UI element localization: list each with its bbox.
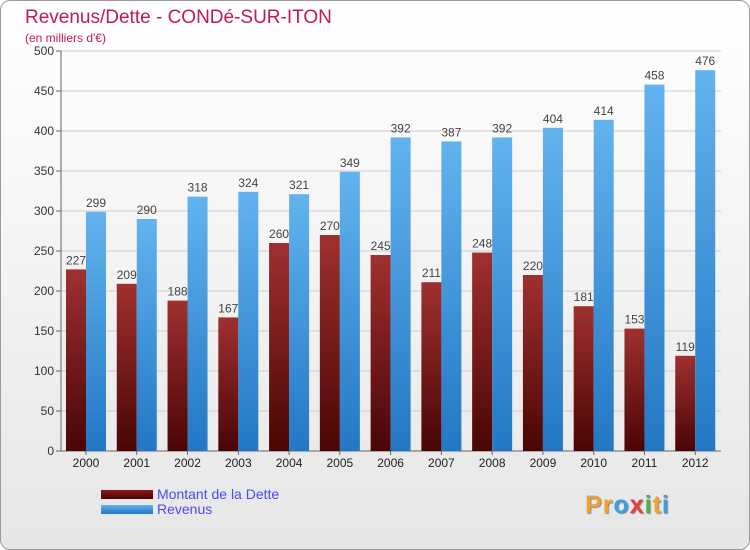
data-label-debt-2004: 260 — [269, 227, 289, 241]
bar-revenus-2000 — [86, 211, 106, 451]
chart-title: Revenus/Dette - CONDé-SUR-ITON — [25, 7, 332, 28]
bar-debt-2000 — [66, 269, 86, 451]
bar-debt-2002 — [167, 300, 188, 451]
data-label-debt-2011: 153 — [624, 313, 644, 327]
bar-revenus-2012 — [695, 70, 716, 451]
legend-label-debt: Montant de la Dette — [157, 486, 280, 502]
legend-swatch-revenus — [101, 505, 153, 514]
x-tick-label: 2002 — [174, 456, 201, 470]
legend-label-revenus: Revenus — [157, 501, 213, 517]
data-label-debt-2005: 270 — [320, 219, 340, 233]
y-tick-label: 450 — [34, 84, 54, 98]
data-label-debt-2006: 245 — [371, 239, 391, 253]
x-tick-label: 2006 — [377, 456, 404, 470]
data-label-debt-2012: 119 — [676, 340, 695, 354]
x-tick-label: 2012 — [682, 456, 709, 470]
data-label-debt-2001: 209 — [117, 268, 137, 282]
data-label-debt-2003: 167 — [218, 301, 238, 315]
x-tick-label: 2005 — [326, 456, 353, 470]
bar-revenus-2001 — [136, 219, 157, 451]
x-tick-label: 2010 — [580, 456, 607, 470]
logo-letter: r — [602, 491, 614, 519]
bar-debt-2006 — [370, 255, 391, 451]
data-label-revenus-2001: 290 — [137, 203, 157, 217]
data-label-debt-2007: 211 — [422, 266, 441, 280]
bar-debt-2007 — [421, 282, 442, 451]
data-label-revenus-2005: 349 — [340, 156, 360, 170]
data-label-revenus-2011: 458 — [644, 69, 664, 83]
bar-debt-2004 — [269, 243, 290, 451]
bar-debt-2011 — [624, 328, 645, 451]
bar-debt-2003 — [218, 317, 239, 451]
y-tick-label: 300 — [34, 204, 54, 218]
x-tick-label: 2001 — [123, 456, 150, 470]
y-tick-label: 0 — [47, 444, 54, 458]
bar-debt-2008 — [472, 252, 493, 451]
bar-revenus-2008 — [492, 137, 513, 451]
data-label-debt-2010: 181 — [574, 290, 594, 304]
data-label-revenus-2003: 324 — [238, 176, 258, 190]
data-label-debt-2002: 188 — [168, 285, 188, 299]
logo-letter: i — [644, 491, 653, 519]
bar-revenus-2004 — [289, 194, 310, 451]
data-label-debt-2008: 248 — [472, 237, 492, 251]
bar-revenus-2005 — [339, 171, 360, 452]
legend-swatch-debt — [101, 490, 153, 499]
bar-debt-2001 — [116, 283, 137, 451]
data-label-revenus-2010: 414 — [594, 104, 614, 118]
bar-revenus-2003 — [238, 191, 259, 452]
y-tick-label: 200 — [34, 284, 54, 298]
x-tick-label: 2009 — [530, 456, 557, 470]
y-tick-label: 250 — [34, 244, 54, 258]
logo-letter: P — [585, 491, 603, 519]
data-label-revenus-2000: 299 — [86, 196, 106, 210]
x-tick-label: 2008 — [479, 456, 506, 470]
data-label-revenus-2012: 476 — [695, 54, 715, 68]
data-label-revenus-2004: 321 — [289, 178, 309, 192]
x-tick-label: 2004 — [276, 456, 303, 470]
x-tick-label: 2007 — [428, 456, 455, 470]
data-label-revenus-2009: 404 — [543, 112, 563, 126]
logo-letter: o — [613, 491, 630, 519]
data-label-revenus-2002: 318 — [188, 181, 208, 195]
x-tick-label: 2011 — [632, 456, 658, 470]
bar-revenus-2007 — [441, 141, 462, 451]
bar-revenus-2010 — [593, 119, 614, 452]
chart-subtitle: (en milliers d'€) — [25, 31, 106, 45]
y-tick-label: 50 — [41, 404, 55, 418]
data-label-revenus-2008: 392 — [492, 121, 512, 135]
logo-letter: i — [661, 491, 670, 519]
bar-debt-2012 — [675, 355, 696, 451]
x-tick-label: 2000 — [73, 456, 100, 470]
bar-revenus-2009 — [542, 127, 563, 452]
logo-letter: x — [629, 491, 645, 519]
y-tick-label: 400 — [34, 124, 54, 138]
y-tick-label: 350 — [34, 164, 54, 178]
bar-revenus-2002 — [187, 196, 208, 451]
logo-letter: t — [652, 491, 662, 519]
bar-debt-2010 — [573, 306, 594, 451]
proxiti-logo: Proxiti — [585, 491, 670, 520]
data-label-revenus-2006: 392 — [391, 121, 411, 135]
bar-revenus-2011 — [644, 84, 665, 451]
data-label-debt-2009: 220 — [523, 259, 543, 273]
y-tick-label: 150 — [34, 324, 54, 338]
data-label-debt-2000: 227 — [66, 253, 86, 267]
bar-debt-2005 — [319, 235, 340, 451]
y-tick-label: 500 — [34, 44, 54, 58]
data-label-revenus-2007: 387 — [441, 125, 461, 139]
y-tick-label: 100 — [34, 364, 54, 378]
bar-revenus-2006 — [390, 137, 411, 451]
x-tick-label: 2003 — [225, 456, 252, 470]
bar-debt-2009 — [522, 275, 543, 451]
